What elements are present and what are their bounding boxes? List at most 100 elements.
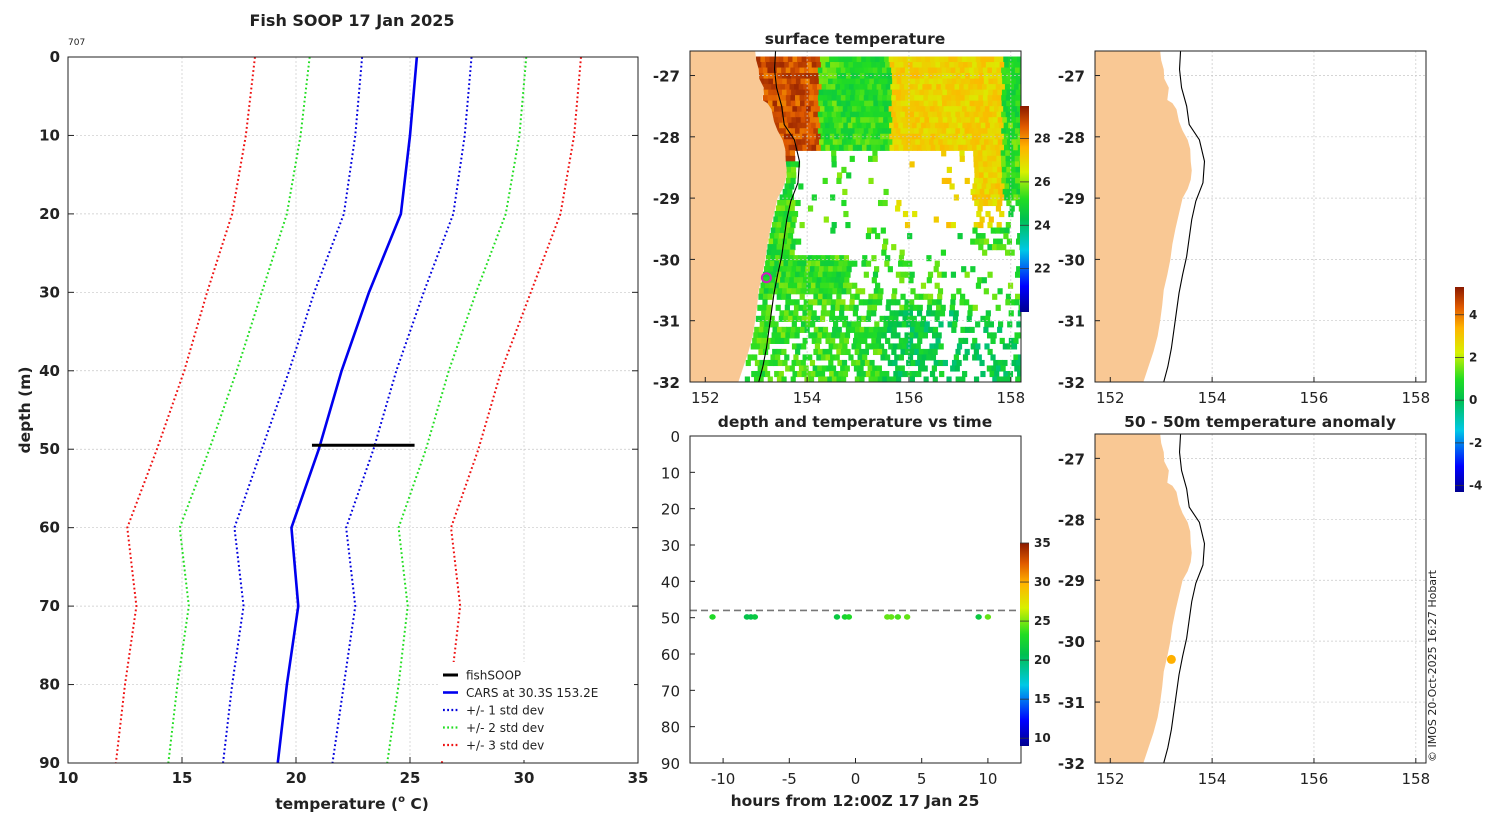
sst-cell (750, 343, 756, 350)
sst-cell (766, 84, 772, 91)
sst-cell (881, 84, 887, 91)
sst-cell (918, 332, 924, 339)
sst-cell (817, 95, 824, 102)
sst-cell (932, 111, 938, 118)
sst-cell (772, 348, 778, 356)
sst-cell (1014, 84, 1020, 91)
sst-cell (792, 122, 799, 129)
sst-cell (831, 67, 837, 74)
sst-cell (987, 95, 993, 102)
sst-cell (849, 128, 856, 135)
sst-cell (951, 117, 958, 124)
sst-cell (932, 376, 938, 382)
sst-cell (863, 111, 869, 118)
sst-cell (804, 95, 810, 102)
sst-cell (935, 133, 941, 140)
sst-cell (786, 266, 793, 273)
y-tick-label: 90 (39, 754, 60, 772)
sst-cell (946, 73, 953, 80)
sst-cell (828, 78, 834, 85)
profile-panel: Fish SOOP 17 Jan 2025 707 10 15 20 25 30 35 0… (16, 11, 648, 813)
sst-cell (800, 117, 806, 124)
sst-cell (947, 139, 953, 146)
sst-cell (917, 337, 923, 344)
sst-cell (950, 365, 956, 372)
sst-cell (754, 359, 761, 367)
sst-cell (856, 370, 862, 378)
sst-cell (838, 260, 844, 267)
sst-cell (1019, 376, 1021, 382)
sst-cell (1010, 67, 1016, 74)
sst-cell (996, 177, 1002, 184)
sst-cell (987, 199, 994, 207)
sst-cell (884, 315, 890, 322)
sst-cell (756, 62, 762, 69)
sst-cell (810, 315, 817, 322)
sst-cell (836, 172, 843, 179)
sst-cell (770, 255, 776, 262)
sst-cell (905, 78, 912, 85)
sst-cell (946, 166, 952, 173)
sst-cell (795, 199, 801, 207)
sst-cell (877, 199, 884, 207)
sst-cell (880, 382, 885, 388)
sst-cell (918, 293, 924, 300)
sst-cell (815, 370, 821, 378)
sst-cell (769, 233, 775, 240)
sst-cell (987, 111, 993, 118)
sst-cell (937, 95, 943, 102)
sst-cell (988, 73, 994, 80)
sst-cell (974, 238, 980, 245)
sst-cell (758, 348, 764, 356)
sst-cell (942, 117, 948, 124)
sst-cell (970, 266, 976, 273)
sst-cell (973, 177, 980, 184)
sst-cell (887, 100, 893, 107)
sst-cell (832, 89, 838, 96)
sst-cell (800, 78, 806, 85)
sst-cell (946, 111, 952, 118)
land-mass (1095, 434, 1192, 763)
sst-cell (956, 288, 962, 295)
sst-cell (886, 67, 892, 74)
sst-cell (935, 310, 941, 317)
sst-cell (913, 84, 919, 91)
sst-cell (854, 326, 861, 333)
sst-cell (1005, 161, 1011, 168)
sst-cell (822, 271, 828, 278)
sst-cell (825, 62, 831, 69)
sst-cell (1004, 84, 1011, 91)
sst-cell (941, 111, 947, 118)
sst-cell (898, 255, 905, 262)
sst-cell (778, 315, 784, 322)
sst-cell (768, 288, 774, 295)
sst-cell (996, 67, 1002, 74)
sst-cell (790, 326, 797, 333)
sst-cell (857, 354, 863, 361)
sst-cell (812, 365, 818, 372)
sst-cell (811, 62, 817, 69)
sst-cell (844, 382, 849, 388)
sst-cell (875, 62, 882, 69)
sst-cell (837, 139, 843, 146)
sst-cell (914, 348, 920, 356)
sst-cell (840, 111, 846, 118)
sst-cell (1010, 166, 1017, 173)
sst-cell (1004, 227, 1010, 234)
sst-cell (802, 337, 808, 344)
sst-cell (784, 277, 790, 284)
sst-cell (1000, 155, 1007, 162)
sst-cell (792, 315, 798, 322)
sst-cell (836, 128, 842, 135)
sst-cell (931, 84, 937, 91)
sst-cell (872, 293, 879, 300)
sst-cell (793, 354, 799, 361)
sst-cell (773, 266, 779, 273)
time-depth-point (903, 614, 911, 620)
sst-cell (813, 100, 819, 107)
sst-cell (988, 216, 994, 223)
sst-cell (887, 89, 893, 96)
sst-cell (914, 128, 920, 135)
sst-cell (870, 133, 877, 140)
sst-cell (936, 304, 942, 311)
